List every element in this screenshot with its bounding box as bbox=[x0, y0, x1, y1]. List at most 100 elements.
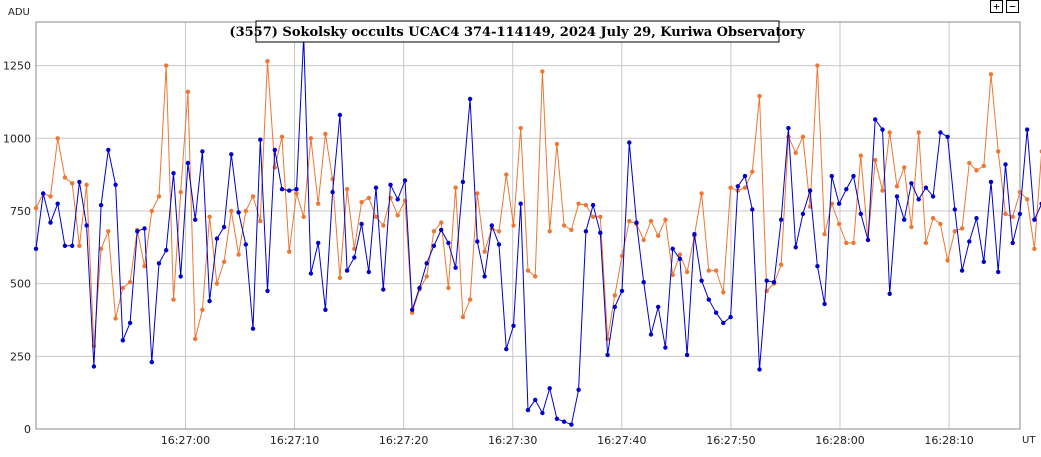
series-2-point bbox=[373, 214, 379, 219]
series-2-point bbox=[287, 249, 292, 254]
series-2-point bbox=[424, 274, 429, 279]
series-2-point bbox=[981, 163, 986, 169]
series-2-point bbox=[916, 130, 921, 135]
series-1-point bbox=[424, 261, 429, 266]
series-2-point bbox=[750, 169, 755, 174]
x-tick-labels: 16:27:00 16:27:10 16:27:20 16:27:30 16:27:40… bbox=[161, 434, 974, 447]
series-2-point bbox=[540, 69, 545, 74]
series-2-point bbox=[207, 214, 212, 219]
series-2-point bbox=[84, 182, 89, 187]
series-2-point bbox=[923, 240, 929, 246]
series-2-point bbox=[504, 172, 509, 177]
series-1-point bbox=[561, 419, 567, 424]
series-1-point bbox=[489, 223, 494, 228]
series-2-point bbox=[706, 268, 711, 273]
series-1-point bbox=[981, 259, 986, 264]
series-1-point bbox=[923, 185, 929, 190]
chart-title: (3557) Sokolsky occults UCAC4 374-114149… bbox=[229, 25, 805, 40]
series-1-point bbox=[229, 152, 234, 157]
series-2-point bbox=[1025, 197, 1030, 202]
series-1-point bbox=[410, 307, 415, 312]
series-1-point bbox=[62, 243, 68, 248]
series-1-point bbox=[1010, 240, 1015, 246]
series-2-point bbox=[106, 229, 111, 234]
series-1-point bbox=[279, 187, 285, 192]
series-2-point bbox=[967, 160, 972, 166]
series-2-point bbox=[156, 194, 162, 199]
series-1-point bbox=[1017, 211, 1023, 217]
series-1-point bbox=[164, 248, 169, 253]
zoom-in-button[interactable]: + bbox=[990, 0, 1003, 13]
series-1-point bbox=[366, 269, 371, 275]
x-tick-label: 16:27:30 bbox=[488, 434, 537, 447]
series-2-point bbox=[229, 208, 234, 214]
series-1-point bbox=[692, 232, 697, 237]
series-2-point bbox=[721, 290, 726, 295]
series-2-point bbox=[996, 149, 1001, 154]
series-2-point bbox=[902, 165, 907, 170]
series-2-point bbox=[713, 268, 719, 273]
series-2-point bbox=[62, 175, 68, 180]
series-1-point bbox=[439, 227, 444, 233]
series-2-point bbox=[439, 220, 444, 225]
zoom-out-button[interactable]: − bbox=[1006, 0, 1019, 13]
series-1-point bbox=[952, 207, 957, 212]
series-1-point bbox=[200, 149, 205, 154]
series-2-point bbox=[938, 221, 943, 227]
series-1-point bbox=[540, 410, 545, 416]
series-1-point bbox=[836, 201, 842, 206]
x-tick-label: 16:27:50 bbox=[706, 434, 755, 447]
x-axis-label: UT bbox=[1022, 435, 1036, 446]
series-1-point bbox=[902, 217, 907, 222]
series-1-point bbox=[959, 268, 965, 273]
series-1-point bbox=[634, 220, 639, 225]
series-1-point bbox=[583, 229, 589, 234]
series-2-point bbox=[663, 217, 668, 222]
series-2-point bbox=[127, 280, 133, 285]
chart-title-frame bbox=[255, 20, 780, 43]
series-2-point bbox=[656, 233, 661, 238]
series-1-point bbox=[750, 207, 755, 212]
series-2-point bbox=[793, 150, 798, 155]
series-2-point bbox=[265, 59, 270, 64]
series-2-point bbox=[952, 229, 957, 234]
series-2-point bbox=[323, 131, 328, 137]
series-1-point bbox=[236, 210, 241, 215]
series-1-point bbox=[699, 278, 704, 283]
series-2-point bbox=[243, 208, 248, 214]
series-2-point bbox=[511, 223, 516, 228]
series-1-point bbox=[598, 230, 603, 235]
series-1-point bbox=[865, 237, 871, 243]
series-1-point bbox=[171, 171, 176, 176]
series-2-point bbox=[359, 200, 364, 205]
series-2-point bbox=[576, 201, 581, 206]
series-1-point bbox=[70, 243, 75, 248]
series-2-point bbox=[894, 184, 900, 189]
series-2-point bbox=[279, 134, 285, 139]
series-1-point bbox=[381, 287, 386, 292]
series-2-point bbox=[851, 240, 856, 246]
y-tick-label: 750 bbox=[10, 205, 31, 218]
series-2-point bbox=[250, 194, 256, 199]
series-1-point bbox=[178, 274, 183, 279]
series-1-point bbox=[352, 255, 357, 260]
series-2-point bbox=[974, 168, 979, 173]
series-1-point bbox=[91, 364, 97, 369]
series-2-point bbox=[178, 189, 183, 195]
x-tick-label: 16:27:40 bbox=[597, 434, 646, 447]
series-1-point bbox=[627, 140, 632, 145]
series-1-point bbox=[721, 320, 726, 326]
series-2-point bbox=[460, 314, 466, 320]
series-2-point bbox=[699, 191, 704, 196]
series-1-point bbox=[656, 304, 661, 310]
series-2-point bbox=[301, 214, 306, 219]
y-tick-labels: 0 250 500 750 1000 1250 bbox=[3, 60, 31, 436]
series-1-point bbox=[786, 125, 791, 131]
series-1-point bbox=[757, 367, 762, 372]
series-1-point bbox=[402, 178, 408, 183]
series-2-point bbox=[388, 195, 393, 201]
series-1-point bbox=[446, 240, 451, 246]
x-tick-label: 16:28:00 bbox=[815, 434, 864, 447]
series-1-point bbox=[771, 280, 777, 285]
